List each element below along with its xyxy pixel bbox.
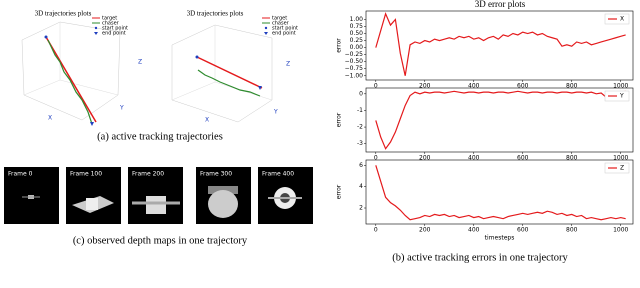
y-axis-label: error bbox=[336, 184, 343, 199]
y-tick-label: 4 bbox=[359, 183, 363, 190]
y-tick-label: -3 bbox=[357, 140, 363, 147]
x-axis-label: timesteps bbox=[485, 235, 515, 242]
caption: (c) observed depth maps in one trajector… bbox=[73, 235, 248, 246]
frame-image bbox=[128, 167, 183, 224]
plot-frame bbox=[365, 10, 634, 81]
y-tick-label: -2 bbox=[357, 124, 363, 131]
error-line bbox=[375, 165, 626, 221]
start-point bbox=[195, 55, 199, 59]
axis-label: Y bbox=[119, 105, 124, 112]
y-tick-label: −0.50 bbox=[345, 58, 364, 65]
spacecraft bbox=[208, 190, 238, 218]
frame-label: Frame 0 bbox=[8, 171, 33, 178]
axes-box bbox=[171, 24, 273, 123]
axis-label: Z bbox=[286, 61, 290, 68]
y-tick-label: −0.25 bbox=[345, 51, 364, 58]
y-tick-label: −1.00 bbox=[345, 72, 364, 79]
depth-frames: Frame 0 Frame 100 Frame 200 Frame 300 Fr… bbox=[4, 167, 313, 224]
caption: (a) active tracking trajectories bbox=[97, 131, 223, 142]
legend-label: end point bbox=[102, 31, 126, 37]
legend-label: Y bbox=[619, 93, 624, 100]
axis-label: X bbox=[48, 115, 52, 122]
chart-title: 3D error plots bbox=[475, 0, 526, 9]
legend-swatch bbox=[264, 32, 268, 35]
x-tick-label: 400 bbox=[468, 83, 480, 90]
y-tick-label: 0.50 bbox=[350, 30, 364, 37]
x-tick-label: 0 bbox=[374, 155, 378, 162]
legend-label: target bbox=[102, 16, 117, 22]
y-tick-label: 0.25 bbox=[350, 37, 364, 44]
x-tick-label: 600 bbox=[517, 83, 529, 90]
y-tick-label: 0.75 bbox=[350, 23, 364, 30]
legend-label: start point bbox=[102, 26, 128, 32]
legend-swatch bbox=[94, 26, 98, 30]
target-path bbox=[196, 56, 263, 89]
axes-edge bbox=[59, 79, 119, 96]
legend-label: chaser bbox=[102, 21, 120, 27]
frame-image bbox=[66, 167, 121, 224]
spacecraft bbox=[86, 198, 98, 210]
y-tick-label: 6 bbox=[359, 162, 363, 169]
y-tick-label: −0.75 bbox=[345, 65, 364, 72]
legend-swatch bbox=[94, 32, 98, 35]
caption: (b) active tracking errors in one trajec… bbox=[392, 252, 568, 263]
axes-box bbox=[21, 21, 121, 121]
x-tick-label: 200 bbox=[419, 227, 431, 234]
y-tick-label: 2 bbox=[359, 205, 363, 212]
y-axis-label: error bbox=[336, 38, 343, 53]
start-point bbox=[44, 35, 48, 39]
plot-frame bbox=[365, 159, 634, 225]
legend-label: target bbox=[272, 16, 287, 22]
x-tick-label: 600 bbox=[517, 227, 529, 234]
axis-label: Y bbox=[273, 109, 278, 116]
legend-label: Z bbox=[620, 165, 624, 172]
frame-label: Frame 100 bbox=[70, 171, 102, 178]
x-tick-label: 600 bbox=[517, 155, 529, 162]
frame-label: Frame 400 bbox=[262, 171, 294, 178]
legend-label: X bbox=[620, 16, 624, 23]
error-line bbox=[375, 12, 626, 76]
x-tick-label: 1000 bbox=[613, 155, 628, 162]
x-tick-label: 400 bbox=[468, 155, 480, 162]
y-tick-label: 1.00 bbox=[350, 16, 364, 23]
spacecraft bbox=[146, 196, 166, 214]
x-tick-label: 0 bbox=[374, 227, 378, 234]
x-tick-label: 200 bbox=[419, 155, 431, 162]
x-tick-label: 800 bbox=[566, 227, 578, 234]
x-tick-label: 400 bbox=[468, 227, 480, 234]
error-line bbox=[375, 90, 626, 150]
y-axis-label: error bbox=[336, 112, 343, 127]
end-point bbox=[258, 86, 262, 90]
plot-title: 3D trajectories plots bbox=[187, 10, 244, 18]
x-tick-label: 800 bbox=[566, 155, 578, 162]
plot-title: 3D trajectories plots bbox=[35, 10, 92, 18]
axes-edge bbox=[23, 79, 61, 96]
legend-swatch bbox=[264, 26, 268, 30]
legend-label: chaser bbox=[272, 21, 290, 27]
axes-edge bbox=[171, 81, 216, 101]
chaser-path bbox=[197, 69, 261, 97]
chaser-path bbox=[47, 39, 93, 125]
end-point bbox=[90, 122, 94, 126]
x-tick-label: 800 bbox=[566, 83, 578, 90]
frame-label: Frame 300 bbox=[200, 171, 232, 178]
x-tick-label: 1000 bbox=[613, 83, 628, 90]
axis-label: Z bbox=[138, 59, 142, 66]
legend-label: end point bbox=[272, 31, 296, 37]
x-tick-label: 0 bbox=[374, 83, 378, 90]
legend-label: start point bbox=[272, 26, 298, 32]
x-tick-label: 1000 bbox=[613, 227, 628, 234]
y-tick-label: -1 bbox=[357, 107, 363, 114]
y-tick-label: 0 bbox=[359, 90, 363, 97]
trajectory-plot: 3D trajectories plots target chaser star… bbox=[171, 10, 298, 124]
trajectory-plot: 3D trajectories plots target chaser star… bbox=[21, 10, 142, 126]
frame-label: Frame 200 bbox=[132, 171, 164, 178]
axis-label: X bbox=[205, 117, 209, 124]
plot-frame bbox=[365, 87, 634, 153]
target-path bbox=[45, 36, 97, 123]
y-tick-label: 0.00 bbox=[350, 44, 364, 51]
x-tick-label: 200 bbox=[419, 83, 431, 90]
